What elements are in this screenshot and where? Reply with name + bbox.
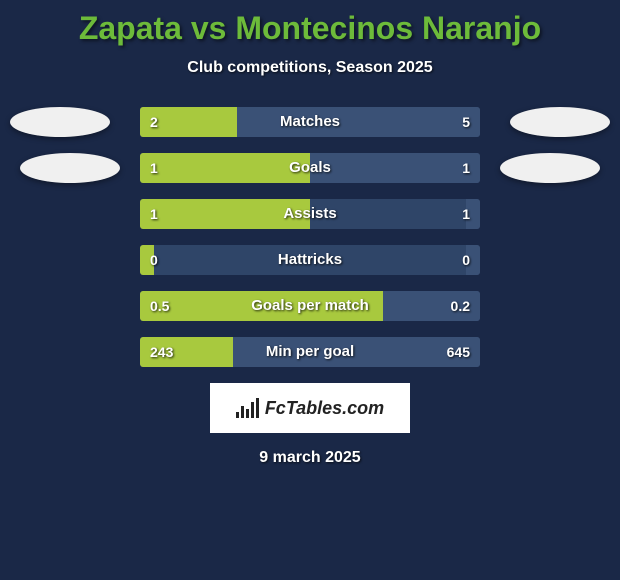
stat-row: Goals per match0.50.2 [140,291,480,321]
player2-bar [466,199,480,229]
player2-bar [310,153,480,183]
stat-row: Goals11 [140,153,480,183]
player2-bar [233,337,480,367]
fctables-logo[interactable]: FcTables.com [210,383,410,433]
player1-bar [140,337,233,367]
page-subtitle: Club competitions, Season 2025 [0,59,620,77]
logo-bars-icon [236,398,259,418]
player1-bar [140,245,154,275]
player2-team-badge [500,153,600,183]
player2-bar [466,245,480,275]
comparison-area: Matches25 Goals11 Assists11 Hattricks00 Goal… [0,107,620,367]
player1-avatar [10,107,110,137]
stat-row: Assists11 [140,199,480,229]
player2-avatar [510,107,610,137]
player1-team-badge [20,153,120,183]
player2-bar [383,291,480,321]
footer-date: 9 march 2025 [0,449,620,467]
stat-row: Matches25 [140,107,480,137]
player1-bar [140,291,383,321]
player2-bar [237,107,480,137]
stat-row: Hattricks00 [140,245,480,275]
page-title: Zapata vs Montecinos Naranjo [0,0,620,47]
stat-bars: Matches25 Goals11 Assists11 Hattricks00 Goal… [140,107,480,367]
player1-bar [140,153,310,183]
player1-bar [140,199,310,229]
logo-text: FcTables.com [265,398,384,419]
stat-label: Hattricks [140,245,480,275]
comparison-card: Zapata vs Montecinos Naranjo Club compet… [0,0,620,580]
stat-row: Min per goal243645 [140,337,480,367]
player1-bar [140,107,237,137]
